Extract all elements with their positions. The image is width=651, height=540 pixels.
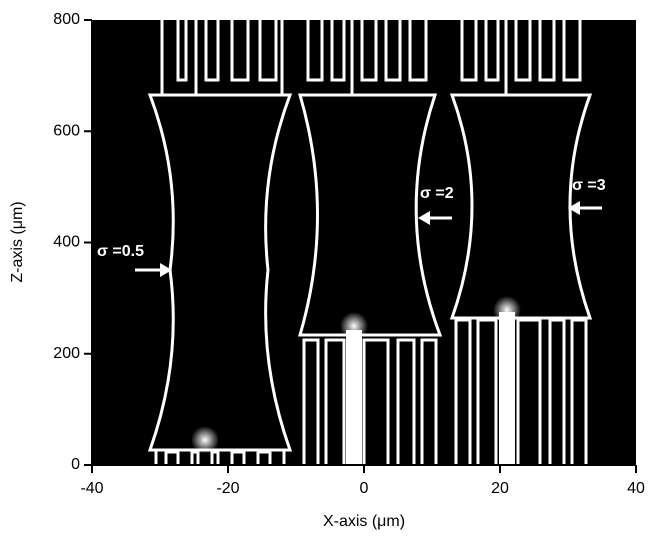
arrows xyxy=(135,201,602,277)
annotation: σ =0.5 xyxy=(97,243,144,260)
y-tick-label: 800 xyxy=(53,11,80,28)
x-tick-label: -20 xyxy=(216,480,239,497)
y-axis-label: Z-axis (μm) xyxy=(9,201,26,282)
y-tick-label: 0 xyxy=(71,456,80,473)
x-tick-label: 40 xyxy=(627,480,645,497)
x-tick-label: 0 xyxy=(360,480,369,497)
annotation: σ =2 xyxy=(420,185,454,202)
waveguides xyxy=(147,20,593,465)
x-axis-label: X-axis (μm) xyxy=(323,513,405,530)
y-tick-label: 600 xyxy=(53,122,80,139)
y-tick-label: 400 xyxy=(53,234,80,251)
annotation: σ =3 xyxy=(572,177,606,194)
y-tick-label: 200 xyxy=(53,345,80,362)
x-tick-label: 20 xyxy=(491,480,509,497)
x-tick-label: -40 xyxy=(80,480,103,497)
